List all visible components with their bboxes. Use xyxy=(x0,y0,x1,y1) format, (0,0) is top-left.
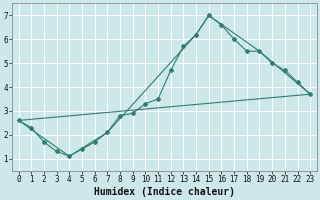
X-axis label: Humidex (Indice chaleur): Humidex (Indice chaleur) xyxy=(94,186,235,197)
